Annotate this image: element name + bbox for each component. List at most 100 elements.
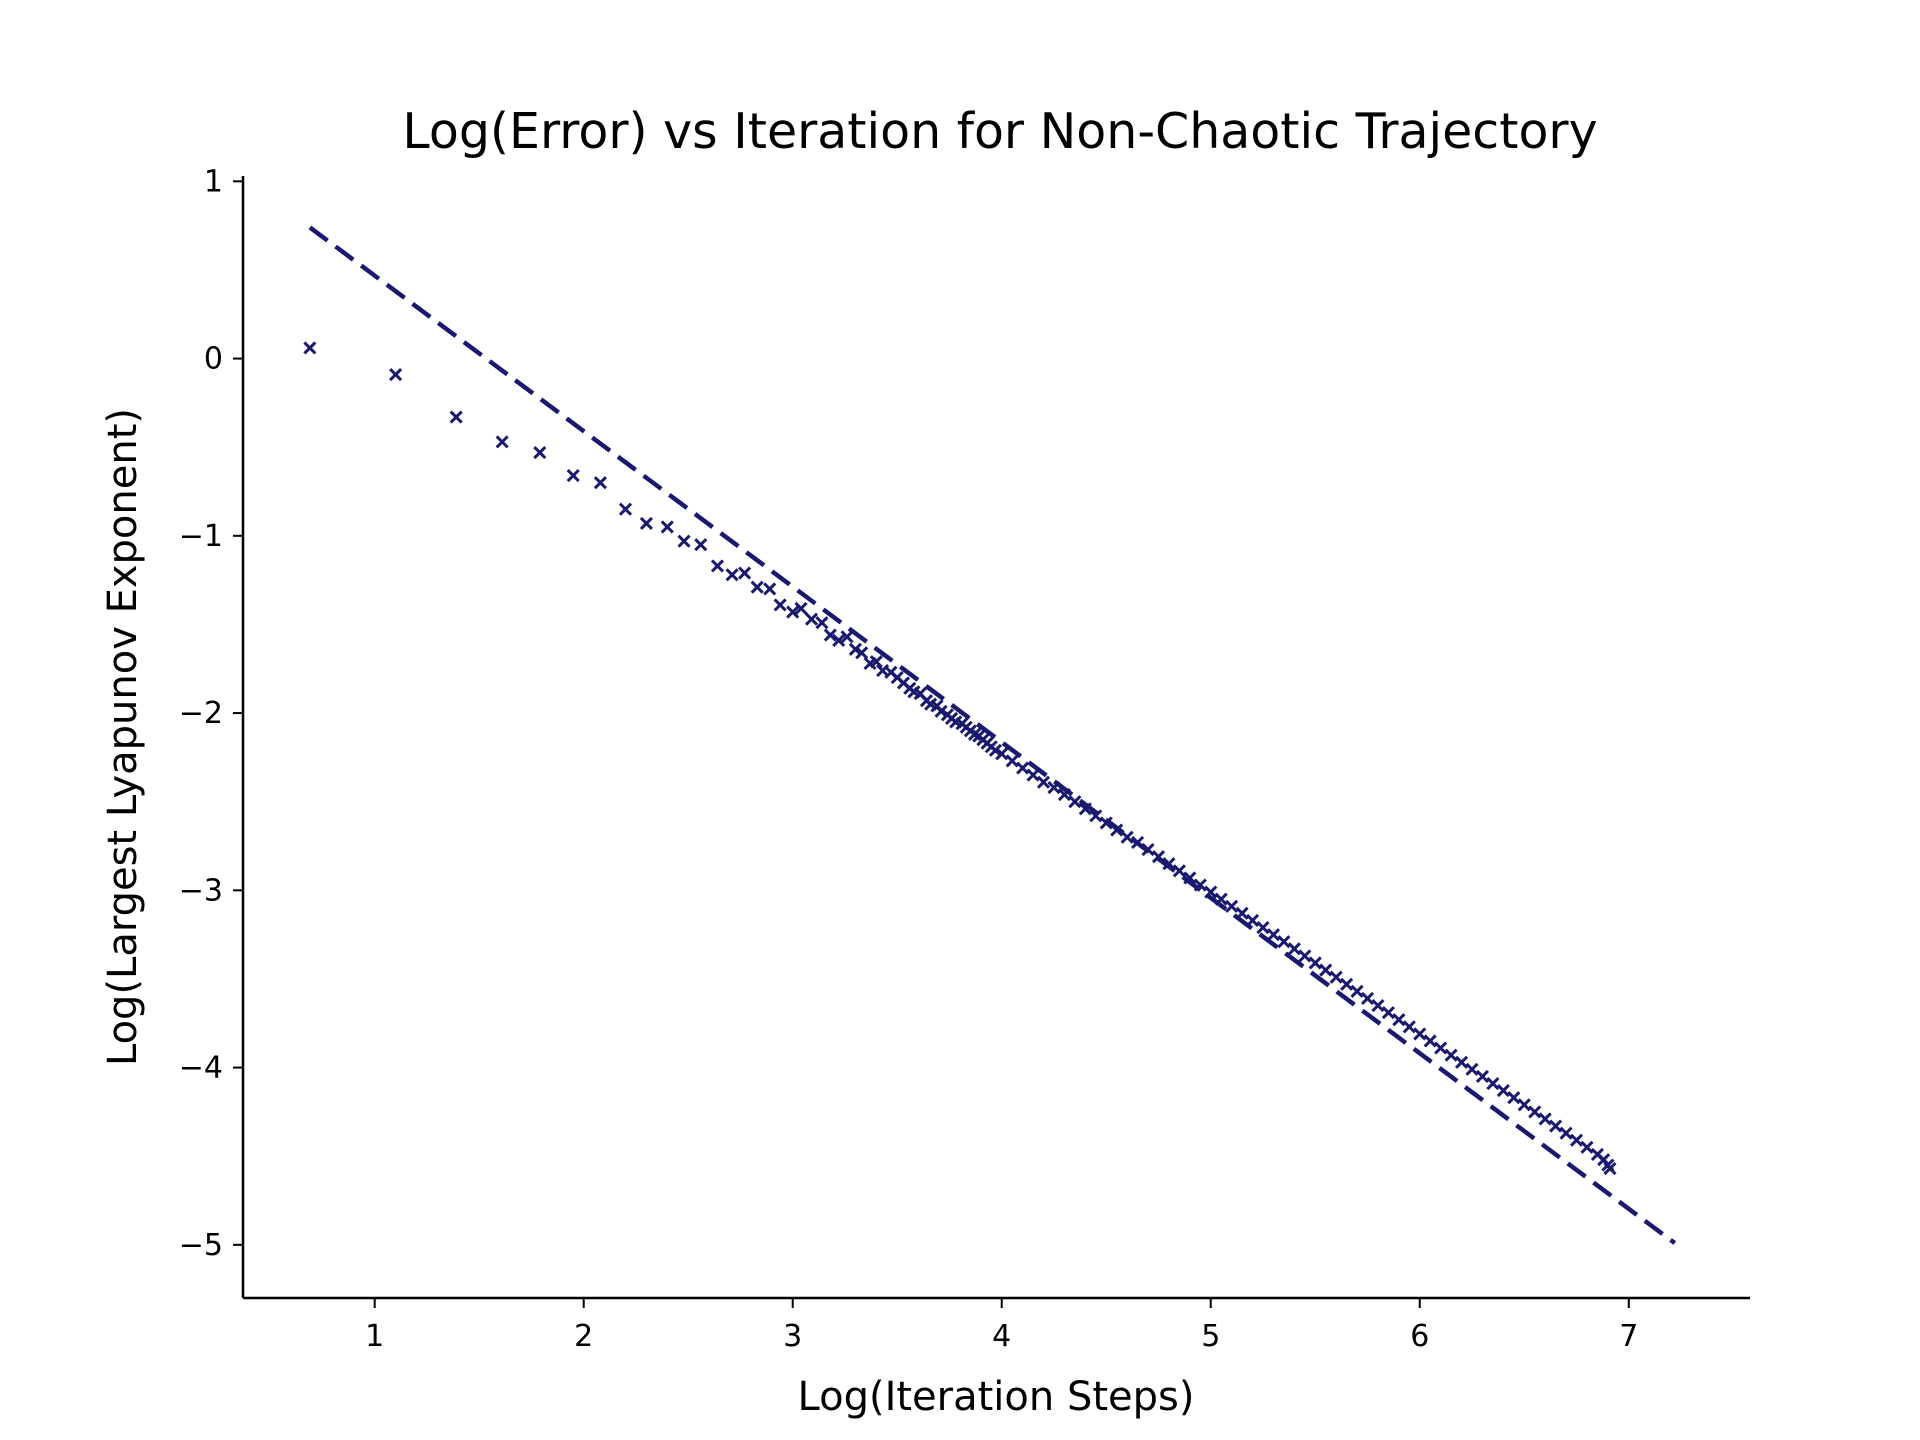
y-tick-label: −3: [179, 873, 223, 908]
data-point: [725, 568, 739, 582]
data-point: [786, 605, 800, 619]
ticks: 1 2 3 4 5 6 7 1 0 −1 −2 −3 −4 −5: [179, 164, 1639, 1354]
data-point: [1340, 977, 1354, 991]
data-point: [533, 445, 547, 460]
x-tick-label: 1: [365, 1319, 384, 1354]
data-point: [1256, 920, 1270, 935]
data-point: [840, 630, 854, 644]
data-point: [1402, 1020, 1416, 1034]
x-tick-label: 4: [992, 1319, 1011, 1354]
data-point: [1068, 795, 1082, 809]
x-tick-label: 3: [783, 1319, 802, 1354]
data-point: [1214, 892, 1228, 906]
data-point: [1486, 1076, 1500, 1091]
data-point: [1120, 830, 1134, 844]
data-point: [1517, 1098, 1531, 1112]
data-point: [639, 516, 653, 530]
data-point: [1444, 1048, 1458, 1062]
data-point: [1371, 998, 1385, 1013]
data-point: [1381, 1006, 1395, 1020]
data-point: [1141, 842, 1155, 857]
data-point: [389, 367, 403, 382]
data-point: [988, 743, 1003, 757]
data-point: [1569, 1133, 1584, 1147]
axes: [241, 176, 1750, 1300]
data-point: [1266, 928, 1281, 942]
data-point: [1057, 788, 1071, 802]
data-point: [794, 601, 808, 616]
x-tick-label: 2: [574, 1319, 593, 1354]
y-tick-label: −4: [179, 1051, 223, 1086]
x-tick-label: 6: [1410, 1319, 1429, 1354]
data-point: [1162, 857, 1176, 871]
data-point: [804, 612, 819, 626]
data-point: [1193, 878, 1207, 892]
y-tick-label: 1: [204, 164, 223, 199]
plot-area: [303, 225, 1677, 1245]
data-point: [934, 704, 948, 718]
y-axis-label: Log(Largest Lyapunov Exponent): [100, 408, 146, 1066]
data-point: [1475, 1069, 1490, 1083]
data-point: [750, 580, 764, 594]
y-tick-label: 0: [204, 342, 223, 377]
data-point: [855, 646, 869, 660]
data-point: [566, 468, 580, 483]
data-point: [1131, 835, 1145, 850]
data-point: [1151, 850, 1166, 864]
data-point: [1528, 1105, 1542, 1119]
data-point: [848, 642, 862, 656]
data-point: [763, 582, 777, 596]
y-tick-label: −5: [179, 1228, 223, 1263]
data-point: [1245, 913, 1260, 928]
data-point: [1496, 1084, 1510, 1098]
data-point: [1016, 761, 1030, 775]
data-point: [1277, 935, 1291, 949]
data-point: [823, 628, 837, 642]
data-point: [694, 538, 708, 552]
data-point: [1172, 864, 1186, 878]
data-point: [660, 520, 674, 534]
data-point: [1350, 984, 1364, 998]
data-point: [1360, 991, 1375, 1006]
data-point: [495, 435, 509, 449]
data-point: [1454, 1055, 1469, 1069]
data-point: [1559, 1126, 1573, 1140]
data-point: [1580, 1140, 1594, 1154]
data-point: [1434, 1041, 1448, 1055]
data-point: [869, 655, 883, 669]
data-point: [1225, 899, 1239, 913]
data-point: [1308, 956, 1322, 970]
data-point: [1329, 970, 1343, 984]
fit-line: [308, 225, 1677, 1245]
data-point: [1183, 871, 1197, 885]
data-point: [1110, 823, 1124, 837]
data-point: [1392, 1013, 1406, 1027]
data-point: [710, 559, 725, 573]
data-point: [1549, 1119, 1563, 1133]
data-point: [1235, 906, 1249, 920]
data-point: [1287, 942, 1301, 956]
data-point: [677, 534, 691, 548]
data-point: [1603, 1162, 1617, 1176]
data-point: [995, 747, 1009, 761]
chart-title: Log(Error) vs Iteration for Non-Chaotic …: [402, 103, 1597, 160]
data-point: [618, 502, 633, 516]
data-point: [1078, 802, 1092, 816]
data-point: [303, 341, 317, 355]
data-point: [449, 410, 463, 424]
data-point: [1319, 963, 1333, 977]
data-point: [1465, 1062, 1479, 1076]
data-point: [1036, 775, 1051, 789]
y-tick-label: −1: [179, 519, 223, 554]
data-point: [738, 566, 752, 580]
x-tick-label: 7: [1619, 1319, 1638, 1354]
data-point: [1026, 768, 1040, 782]
x-axis-label: Log(Iteration Steps): [798, 1374, 1195, 1420]
data-point: [593, 476, 607, 490]
data-point: [1298, 949, 1312, 963]
data-point: [832, 633, 846, 647]
data-point: [815, 616, 829, 630]
y-tick-label: −2: [179, 696, 223, 731]
